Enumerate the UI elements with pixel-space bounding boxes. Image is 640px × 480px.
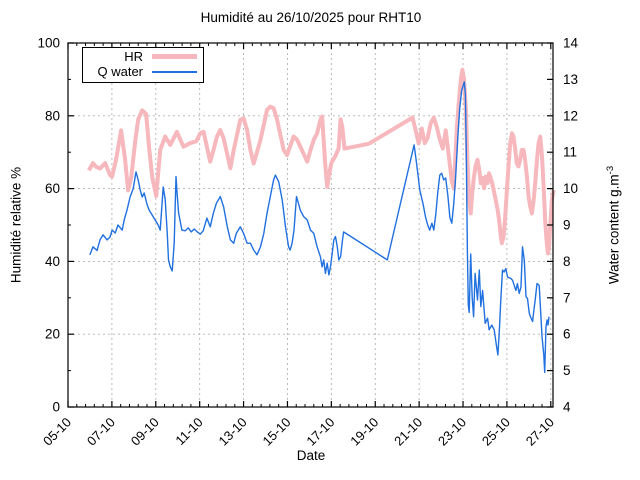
legend-item-hr: HR bbox=[87, 49, 197, 64]
legend-line-sample-qwater bbox=[152, 70, 197, 73]
legend-label-hr: HR bbox=[124, 49, 143, 64]
x-tick-label: 17-10 bbox=[303, 415, 337, 449]
x-tick-label: 11-10 bbox=[172, 415, 205, 448]
y-left-tick-label: 80 bbox=[45, 108, 60, 123]
y-left-tick-label: 20 bbox=[45, 327, 60, 342]
y-right-tick-label: 6 bbox=[563, 327, 571, 342]
x-tick-label: 25-10 bbox=[479, 415, 513, 449]
hr-series-line bbox=[87, 67, 556, 256]
y-left-tick-label: 0 bbox=[52, 400, 60, 415]
plot-border bbox=[67, 42, 554, 408]
x-tick-label: 27-10 bbox=[523, 415, 557, 449]
y-right-tick-label: 8 bbox=[563, 254, 571, 269]
chart-title: Humidité au 26/10/2025 pour RHT10 bbox=[200, 10, 422, 25]
y-axis-label-right: Water content g.m-3 bbox=[605, 166, 622, 284]
y-right-tick-label: 11 bbox=[563, 145, 577, 160]
y-right-tick-label: 5 bbox=[563, 363, 571, 378]
y-right-tick-label: 9 bbox=[563, 218, 571, 233]
y-left-tick-label: 60 bbox=[45, 181, 60, 196]
y-right-tick-label: 13 bbox=[563, 72, 578, 87]
legend-label-qwater: Q water bbox=[97, 64, 143, 79]
legend-line-sample-hr bbox=[152, 54, 197, 59]
y-left-tick-label: 40 bbox=[45, 254, 60, 269]
x-tick-label: 19-10 bbox=[347, 415, 381, 449]
x-tick-label: 13-10 bbox=[216, 415, 250, 449]
x-axis-label: Date bbox=[296, 448, 326, 463]
x-tick-label: 05-10 bbox=[40, 415, 74, 449]
x-tick-label: 09-10 bbox=[128, 415, 162, 449]
x-tick-label: 21-10 bbox=[391, 415, 425, 449]
qwater-series-line bbox=[89, 81, 550, 374]
x-tick-label: 23-10 bbox=[435, 415, 469, 449]
y-left-tick-label: 100 bbox=[37, 36, 60, 51]
y-axis-label-left: Humidité relative % bbox=[8, 166, 24, 284]
y-axis-label-right-sup: -3 bbox=[604, 165, 616, 175]
y-right-tick-label: 14 bbox=[563, 36, 579, 51]
legend-item-qwater: Q water bbox=[87, 64, 197, 79]
y-right-tick-label: 12 bbox=[563, 108, 578, 123]
x-tick-label: 15-10 bbox=[259, 415, 293, 449]
x-tick-label: 07-10 bbox=[84, 415, 118, 449]
y-right-tick-label: 7 bbox=[563, 290, 571, 305]
legend-box: HR Q water bbox=[82, 47, 204, 83]
y-axis-label-right-base: Water content g.m bbox=[606, 174, 622, 285]
y-right-tick-label: 10 bbox=[563, 181, 578, 196]
y-right-tick-label: 4 bbox=[563, 400, 571, 415]
